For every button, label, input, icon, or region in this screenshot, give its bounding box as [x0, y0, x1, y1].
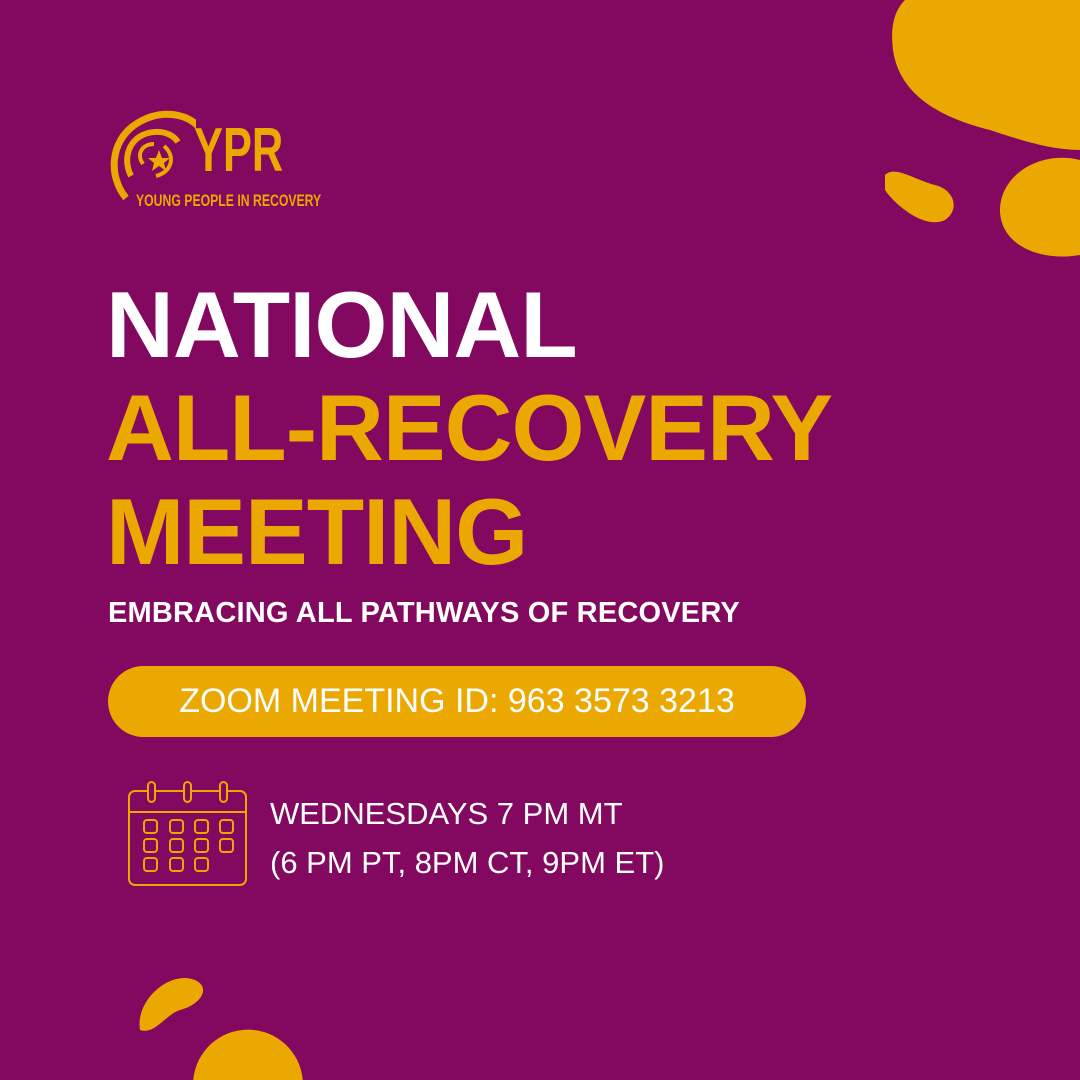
meeting-id-text: ZOOM MEETING ID: 963 3573 3213: [179, 682, 735, 720]
headline-line1: NATIONAL: [106, 272, 578, 377]
calendar-icon: [128, 781, 247, 886]
blob-bottom-circle: [193, 1029, 303, 1080]
logo: YPR YOUNG PEOPLE IN RECOVERY: [106, 106, 321, 216]
blob-small-right: [885, 171, 954, 223]
logo-spiral-icon: [110, 110, 196, 201]
meeting-id-banner: ZOOM MEETING ID: 963 3573 3213: [108, 666, 806, 737]
blob-bottom-left-small: [139, 978, 204, 1031]
schedule-line1: WEDNESDAYS 7 PM MT: [270, 796, 623, 831]
logo-wordmark: YPR: [194, 116, 284, 185]
subtitle: EMBRACING ALL PATHWAYS OF RECOVERY: [108, 597, 740, 629]
headline-line2: ALL-RECOVERY: [106, 375, 833, 480]
headline-line3: MEETING: [106, 479, 528, 584]
blob-right-edge: [1000, 157, 1080, 257]
logo-tagline: YOUNG PEOPLE IN RECOVERY: [136, 191, 322, 210]
schedule-line2: (6 PM PT, 8PM CT, 9PM ET): [270, 845, 665, 880]
blob-top-right: [892, 0, 1080, 150]
